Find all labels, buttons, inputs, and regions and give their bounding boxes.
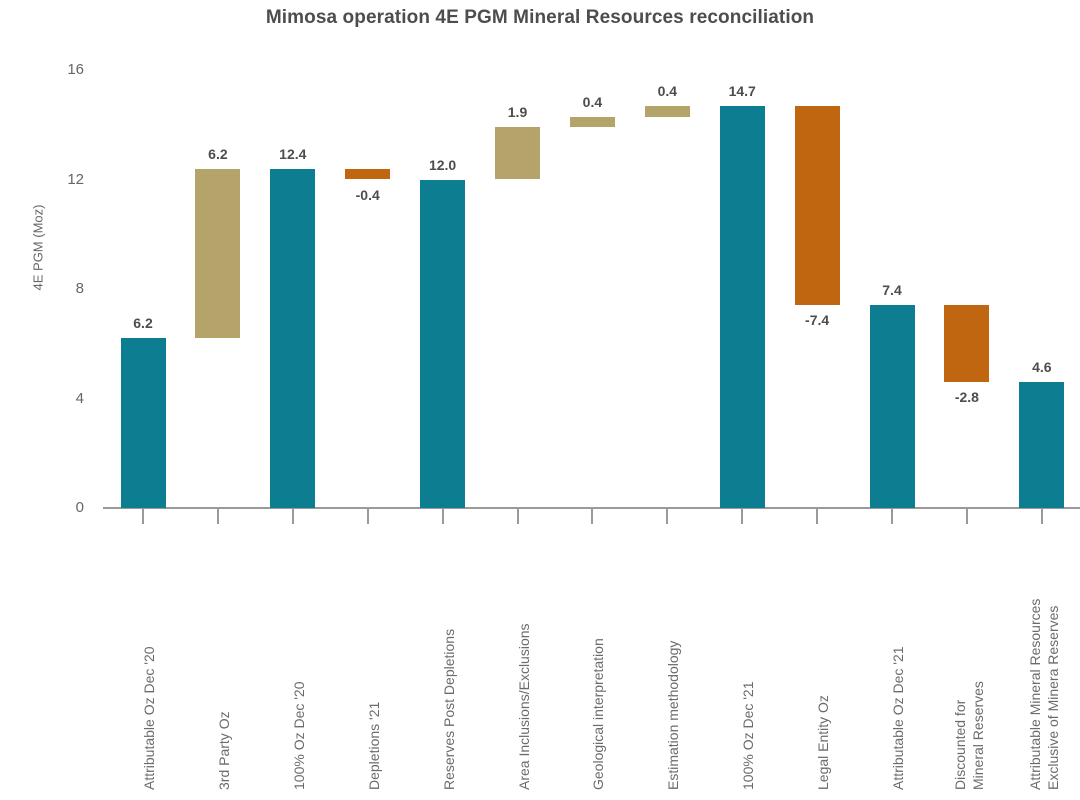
y-axis-tick-label: 12 — [67, 170, 84, 188]
bar[interactable] — [869, 305, 915, 508]
x-axis-tick — [666, 509, 669, 524]
bar-value-label: -2.8 — [954, 389, 979, 406]
x-axis-category-label: Attributable Oz Dec '21 — [890, 646, 906, 790]
x-axis-tick — [441, 509, 444, 524]
x-axis-category-line: 100% Oz Dec '21 — [740, 681, 757, 790]
x-axis-category-label: 100% Oz Dec '21 — [740, 681, 756, 790]
bar-value-label: -0.4 — [355, 186, 380, 203]
bar-value-label: 12.0 — [428, 156, 457, 173]
x-axis-tick — [516, 509, 519, 524]
x-axis-category-line: Attributable Oz Dec '21 — [890, 646, 906, 790]
bar[interactable] — [644, 105, 690, 117]
bar[interactable] — [420, 179, 466, 508]
x-axis-category-line: Mineral Reserves — [969, 681, 986, 790]
x-axis-tick — [816, 509, 819, 524]
x-axis-category-label: Attributable Mineral Resources Exclusive … — [1027, 599, 1062, 790]
bar[interactable] — [270, 168, 316, 508]
bar-value-label: 1.9 — [507, 104, 528, 121]
bar[interactable] — [345, 168, 391, 180]
x-axis-tick — [216, 509, 219, 524]
x-axis-category-line: Reserves Post Depletions — [440, 628, 457, 790]
x-axis-tick — [1040, 509, 1043, 524]
bar[interactable] — [195, 168, 241, 339]
bar-value-label: 12.4 — [279, 145, 307, 162]
x-axis-category-label: Attributable Oz Dec '20 — [141, 646, 157, 790]
x-axis-category-label: Discounted for Mineral Reserves — [952, 681, 987, 790]
bar-value-label: -7.4 — [805, 312, 830, 329]
x-axis-category-line: 100% Oz Dec '20 — [290, 681, 307, 790]
x-axis-category-label: 100% Oz Dec '20 — [291, 681, 307, 790]
x-axis-tick — [741, 509, 744, 524]
x-axis-category-line: Legal Entity Oz — [815, 695, 832, 790]
x-axis-category-label: Depletions '21 — [366, 702, 382, 790]
x-axis-category-label: Estimation methodology — [665, 641, 681, 790]
x-axis-category-label: Geological interpretation — [590, 638, 606, 790]
bar[interactable] — [1019, 382, 1065, 508]
x-axis-tick — [891, 509, 893, 524]
bar-value-label: 14.7 — [728, 82, 756, 99]
x-axis-category-label: 3rd Party Oz — [216, 711, 232, 790]
x-axis-category-line: Attributable Mineral Resources — [1027, 598, 1044, 790]
x-axis-category-line: Geological interpretation — [590, 638, 607, 790]
bar-value-label: 7.4 — [882, 282, 902, 299]
bar[interactable] — [495, 127, 540, 180]
x-axis-tick — [366, 509, 369, 524]
bar[interactable] — [719, 105, 765, 508]
bar[interactable] — [120, 338, 166, 508]
y-axis-tick-label: 16 — [67, 61, 84, 78]
bar-value-label: 4.6 — [1032, 359, 1052, 376]
x-axis-tick — [291, 509, 294, 524]
bar[interactable] — [569, 116, 615, 128]
x-axis-category-line: Discounted for — [952, 699, 969, 790]
y-axis-tick-label: 4 — [75, 389, 84, 407]
x-axis-tick — [965, 509, 968, 524]
bar[interactable] — [944, 305, 990, 383]
x-axis-category-label: Reserves Post Depletions — [441, 629, 457, 790]
bar-value-label: 6.2 — [133, 315, 153, 332]
bar-value-label: 6.2 — [208, 145, 228, 162]
x-axis-category-line: Area Inclusions/Exclusions — [515, 623, 532, 790]
x-axis-category-line: Estimation methodology — [665, 640, 682, 790]
x-axis-line — [103, 507, 1080, 509]
x-axis-category-line: Attributable Oz Dec '20 — [141, 646, 157, 790]
x-axis-tick — [142, 509, 144, 524]
x-axis-category-label: Area Inclusions/Exclusions — [516, 623, 532, 790]
x-axis-category-line: Depletions '21 — [365, 701, 382, 790]
bar-value-label: 0.4 — [582, 93, 603, 110]
bar-value-label: 0.4 — [657, 82, 678, 99]
page-title: Mimosa operation 4E PGM Mineral Resource… — [265, 7, 815, 28]
x-axis-category-line: Exclusive of Minera Reserves — [1044, 605, 1061, 790]
x-axis-category-line: 3rd Party Oz — [215, 711, 232, 790]
x-axis-category-label: Legal Entity Oz — [815, 695, 831, 790]
y-axis-tick-label: 8 — [75, 280, 84, 297]
bar[interactable] — [794, 105, 840, 306]
x-axis-tick — [591, 509, 594, 524]
y-axis-tick-label: 0 — [75, 499, 84, 516]
